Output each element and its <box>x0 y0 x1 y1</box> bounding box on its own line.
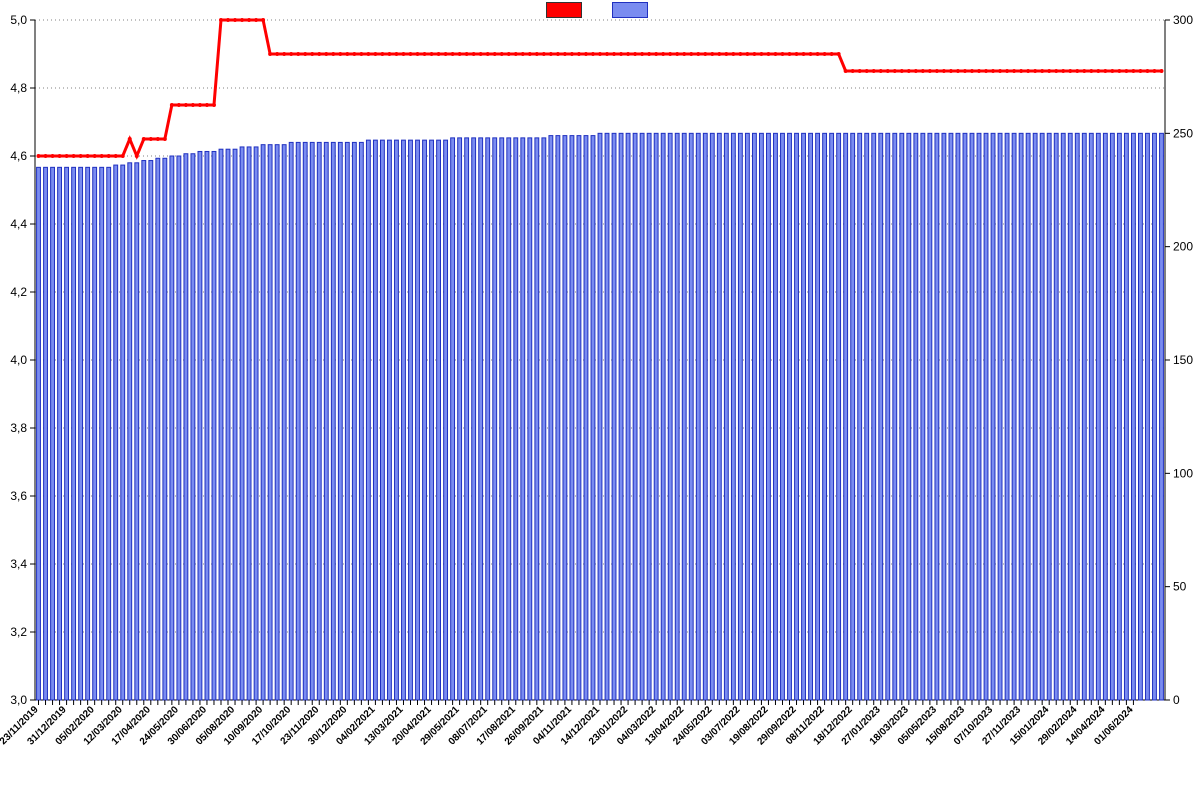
svg-text:4,0: 4,0 <box>10 353 27 367</box>
chart-svg: 3,03,23,43,63,84,04,24,44,64,85,00501001… <box>0 0 1200 800</box>
svg-text:4,2: 4,2 <box>10 285 27 299</box>
legend-swatch-blue <box>612 2 648 18</box>
legend-item-line <box>546 2 588 18</box>
svg-text:100: 100 <box>1173 466 1193 480</box>
svg-text:0: 0 <box>1173 693 1180 707</box>
legend-item-bar <box>612 2 654 18</box>
svg-text:3,6: 3,6 <box>10 489 27 503</box>
legend-swatch-red <box>546 2 582 18</box>
svg-text:4,4: 4,4 <box>10 217 27 231</box>
svg-text:3,2: 3,2 <box>10 625 27 639</box>
svg-text:3,8: 3,8 <box>10 421 27 435</box>
svg-text:4,8: 4,8 <box>10 81 27 95</box>
svg-text:150: 150 <box>1173 353 1193 367</box>
svg-text:250: 250 <box>1173 126 1193 140</box>
svg-text:50: 50 <box>1173 580 1187 594</box>
svg-text:3,0: 3,0 <box>10 693 27 707</box>
legend <box>0 2 1200 18</box>
svg-text:200: 200 <box>1173 240 1193 254</box>
chart-container: 3,03,23,43,63,84,04,24,44,64,85,00501001… <box>0 0 1200 800</box>
svg-text:4,6: 4,6 <box>10 149 27 163</box>
svg-text:3,4: 3,4 <box>10 557 27 571</box>
